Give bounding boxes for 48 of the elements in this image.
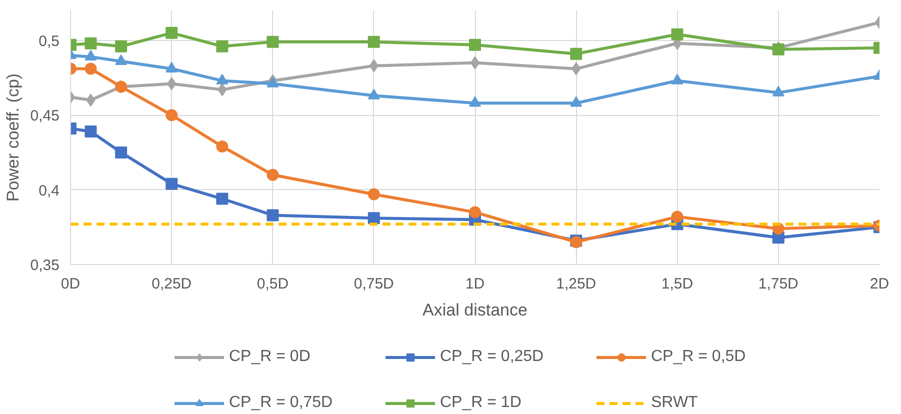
point [469, 206, 481, 218]
point [84, 62, 97, 75]
x-tick-label: 0,5D [256, 276, 289, 292]
point [266, 168, 279, 181]
point [84, 37, 97, 50]
point [570, 48, 582, 60]
x-tick-label: 0D [60, 276, 80, 292]
x-tick-label: 1,5D [661, 276, 694, 292]
y-tick-label: 0,4 [38, 182, 60, 200]
point [572, 62, 581, 76]
y-tick-label: 0,45 [30, 108, 60, 125]
y-axis-title: Power coeff. (cp) [3, 73, 22, 202]
legend-label: SRWT [651, 394, 699, 412]
y-tick-label: 0,5 [38, 32, 60, 50]
y-tick-label: 0,35 [30, 257, 60, 274]
point [86, 94, 96, 107]
point [369, 59, 378, 72]
point [216, 40, 228, 52]
point [671, 28, 684, 40]
x-tick-label: 1,25D [556, 276, 596, 292]
x-tick-label: 0,25D [152, 276, 192, 292]
point [216, 192, 228, 205]
point [266, 209, 279, 222]
point [216, 140, 228, 152]
legend-label: CP_R = 1D [440, 394, 522, 412]
point [166, 178, 178, 190]
point [115, 146, 128, 158]
x-axis-title: Axial distance [422, 300, 528, 320]
x-tick-label: 0,75D [354, 276, 394, 292]
point [368, 36, 380, 48]
legend-label: CP_R = 0,25D [440, 348, 545, 366]
point [115, 40, 128, 52]
point [671, 210, 684, 223]
point [469, 38, 481, 51]
legend-label: CP_R = 0,75D [229, 394, 334, 412]
legend-label: CP_R = 0,5D [651, 348, 747, 366]
point [84, 126, 97, 138]
legend-label: CP_R = 0D [229, 348, 312, 366]
x-tick-label: 1,75D [758, 276, 799, 292]
x-tick-label: 2D [870, 276, 890, 292]
point [368, 188, 380, 200]
point [368, 212, 380, 224]
point [166, 109, 178, 122]
point [218, 83, 227, 96]
point [266, 36, 279, 48]
point [166, 26, 178, 39]
x-tick-label: 1D [465, 276, 485, 292]
point [167, 77, 176, 90]
